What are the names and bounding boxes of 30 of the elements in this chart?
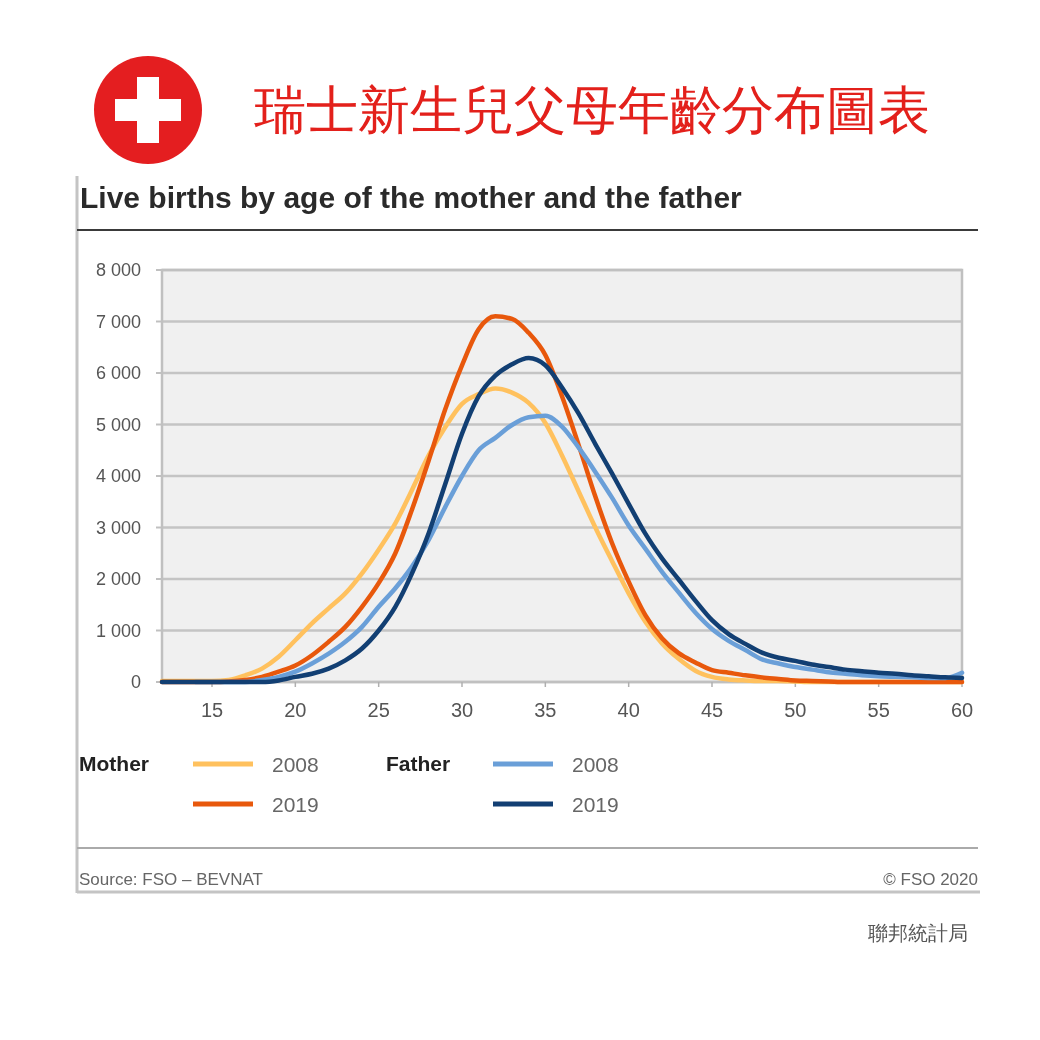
y-tick-label: 7 000 xyxy=(95,311,141,332)
x-tick-label: 25 xyxy=(367,699,390,721)
text: Mother xyxy=(79,752,149,775)
legend-label: 2008 xyxy=(572,753,619,776)
y-tick-label: 4 000 xyxy=(95,466,141,487)
legend-label: 2008 xyxy=(272,753,319,776)
y-tick-label: 1 000 xyxy=(95,620,141,641)
legend-label: 2019 xyxy=(272,793,319,816)
y-tick-label: 6 000 xyxy=(95,363,141,384)
y-tick-label: 8 000 xyxy=(95,260,141,281)
chart-subtitle: Live births by age of the mother and the father xyxy=(80,181,743,214)
text: © FSO 2020 xyxy=(883,870,978,889)
text: Father xyxy=(386,752,451,775)
text: 聯邦統計局 xyxy=(868,922,968,944)
source-note: Source: FSO – BEVNAT xyxy=(79,870,263,889)
y-tick-label: 5 000 xyxy=(95,414,141,435)
legend-label: 2019 xyxy=(572,793,619,816)
x-tick-label: 20 xyxy=(284,699,307,721)
x-tick-label: 35 xyxy=(534,699,557,721)
x-tick-label: 30 xyxy=(450,699,474,721)
y-tick-label: 0 xyxy=(130,672,141,693)
chart-title: 瑞士新生兒父母年齡分布圖表 xyxy=(254,80,930,140)
x-tick-label: 40 xyxy=(617,699,640,721)
x-tick-label: 55 xyxy=(867,699,890,721)
x-tick-label: 15 xyxy=(200,699,224,721)
x-tick-label: 45 xyxy=(700,699,724,721)
y-tick-label: 2 000 xyxy=(95,569,141,590)
x-tick-label: 60 xyxy=(950,699,974,721)
x-tick-label: 50 xyxy=(784,699,807,721)
y-tick-label: 3 000 xyxy=(95,517,141,538)
